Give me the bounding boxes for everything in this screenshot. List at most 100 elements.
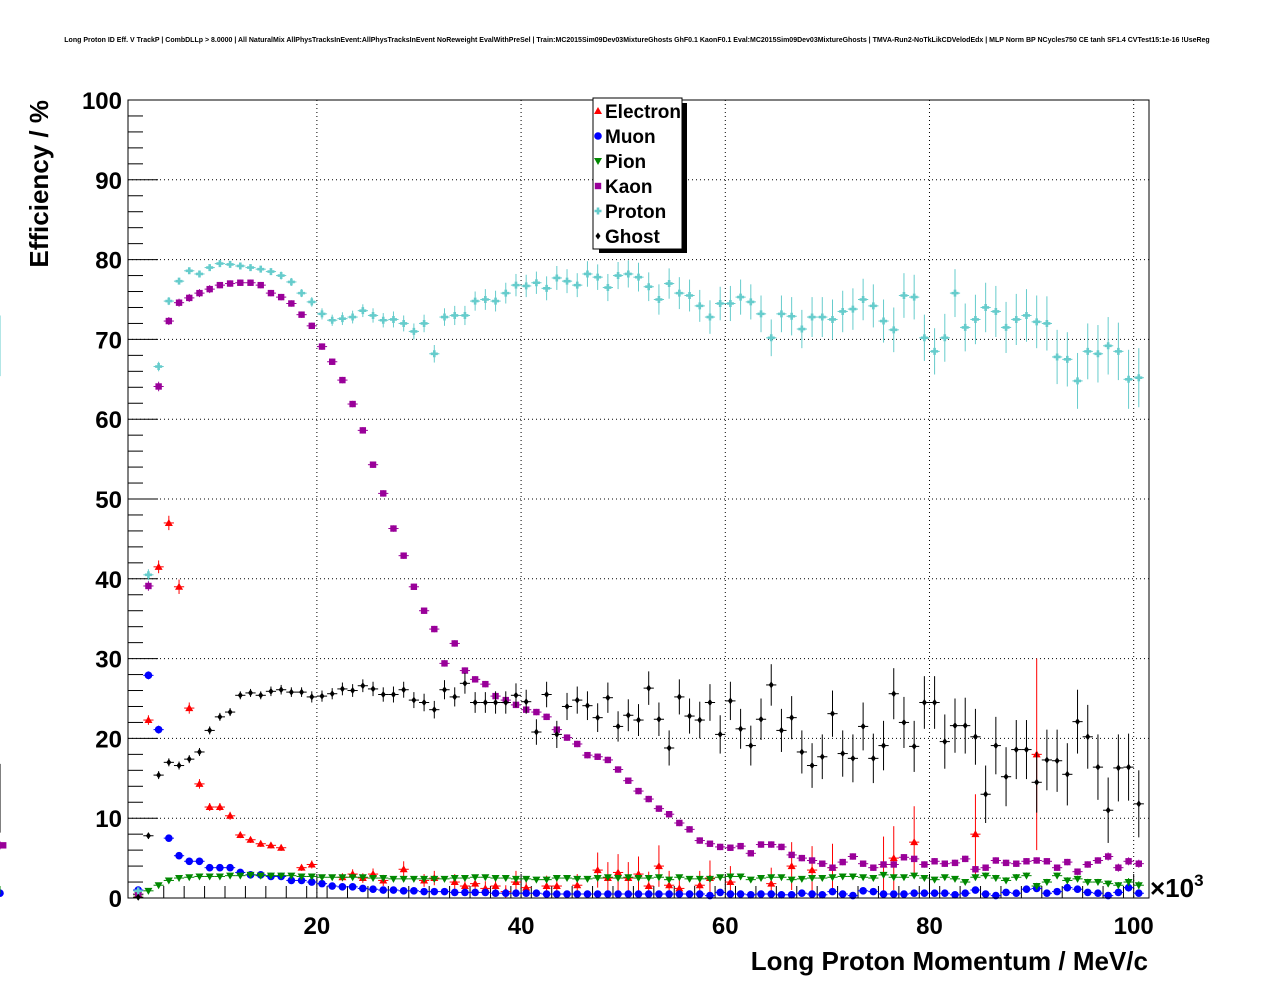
proton-point <box>236 262 244 270</box>
legend-label-kaon: Kaon <box>605 177 653 198</box>
muon-point <box>930 889 939 898</box>
pion-point <box>695 875 704 883</box>
muon-point <box>430 887 439 896</box>
pion-point <box>573 875 582 883</box>
ghost-point <box>758 715 764 723</box>
series-proton <box>0 260 1144 895</box>
ghost-point <box>636 716 641 724</box>
proton-point <box>1022 311 1030 319</box>
kaon-point <box>257 281 264 289</box>
ghost-point <box>217 713 223 721</box>
proton-point <box>767 334 775 342</box>
pion-point <box>409 875 418 883</box>
muon-point <box>420 887 428 896</box>
proton-point <box>583 270 591 278</box>
muon-point <box>318 879 326 888</box>
pion-point <box>420 875 429 883</box>
electron-point <box>297 863 306 871</box>
pion-point <box>899 874 908 882</box>
proton-point <box>910 293 918 301</box>
pion-point <box>236 872 245 880</box>
kaon-point <box>890 861 897 868</box>
pion-point <box>287 872 296 880</box>
pion-point <box>654 874 663 882</box>
pion-point <box>869 875 878 883</box>
kaon-point <box>226 280 234 287</box>
ghost-point <box>186 755 192 763</box>
ghost-point <box>942 738 948 746</box>
kaon-point <box>288 300 295 307</box>
muon-point <box>399 887 408 895</box>
proton-point <box>134 887 142 895</box>
ghost-point <box>901 718 907 726</box>
muon-point <box>144 671 153 680</box>
proton-point <box>441 313 449 321</box>
electron-point <box>195 779 204 787</box>
kaon-point <box>1135 860 1142 867</box>
proton-point <box>451 311 459 319</box>
muon-point <box>726 890 735 898</box>
kaon-point <box>420 607 428 614</box>
muon-point <box>450 888 459 897</box>
proton-point <box>379 316 387 324</box>
pion-point <box>726 873 735 881</box>
proton-point <box>992 307 1000 315</box>
y-tick-label: 10 <box>95 806 122 833</box>
kaon-point <box>400 552 407 559</box>
ghost-point <box>789 714 795 722</box>
pion-point <box>369 875 378 883</box>
proton-point <box>206 264 214 272</box>
proton-point <box>1125 375 1133 383</box>
y-tick-label: 60 <box>95 407 122 434</box>
pion-point <box>175 875 184 883</box>
electron-point <box>971 830 980 838</box>
legend-item-muon: Muon <box>594 127 656 148</box>
pion-point <box>348 874 357 882</box>
proton-point <box>1002 323 1010 331</box>
muon-point <box>644 890 653 898</box>
muon-point <box>491 889 500 898</box>
proton-point <box>532 279 540 287</box>
ghost-point <box>932 698 938 706</box>
electron-point <box>695 881 704 889</box>
proton-point <box>757 310 765 318</box>
kaon-point <box>1002 859 1010 867</box>
legend-label-electron: Electron <box>605 102 681 123</box>
ghost-point <box>207 726 213 734</box>
ghost-point <box>595 714 601 722</box>
proton-point <box>920 334 928 342</box>
electron-point <box>154 562 163 570</box>
pion-point <box>379 875 388 883</box>
muon-point <box>685 890 694 898</box>
proton-point <box>818 313 826 321</box>
kaon-point <box>757 841 765 848</box>
proton-point <box>849 305 857 313</box>
kaon-point <box>594 753 601 760</box>
kaon-point <box>482 680 489 688</box>
muon-point <box>900 890 908 898</box>
kaon-point <box>339 376 346 384</box>
kaon-point <box>992 857 1000 864</box>
pion-point <box>675 874 684 882</box>
electron-point <box>236 830 245 838</box>
ghost-point <box>390 691 396 699</box>
muon-point <box>879 890 888 898</box>
ghost-point <box>533 728 539 736</box>
proton-point <box>430 350 438 358</box>
muon-point <box>226 863 234 872</box>
proton-point <box>961 323 969 331</box>
x-tick-label: 100 <box>1114 913 1154 940</box>
pion-point <box>266 872 275 880</box>
electron-point <box>910 838 919 846</box>
pion-point <box>1083 879 1092 887</box>
pion-point <box>1114 882 1123 890</box>
ghost-point <box>738 725 744 733</box>
ghost-point <box>972 733 978 741</box>
muon-point <box>205 863 214 872</box>
pion-point <box>889 874 898 882</box>
kaon-point <box>431 625 438 633</box>
muon-point <box>695 890 704 898</box>
proton-point <box>481 296 489 304</box>
proton-point <box>1074 377 1082 385</box>
